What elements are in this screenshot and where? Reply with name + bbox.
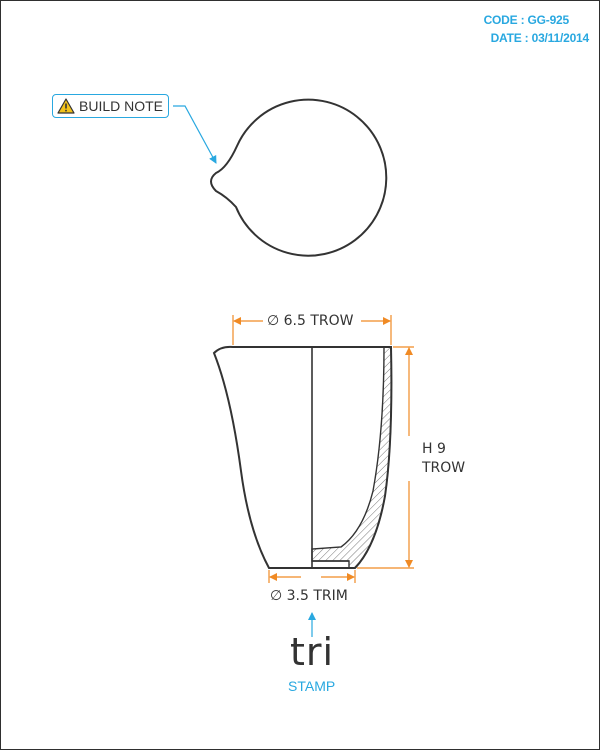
top-diameter-label: ∅ 6.5 TROW <box>263 312 358 330</box>
stamp-label: STAMP <box>288 678 336 694</box>
build-note-label: BUILD NOTE <box>79 98 164 114</box>
build-note-callout: BUILD NOTE <box>52 94 170 118</box>
height-label-line1: H 9 <box>422 441 446 457</box>
height-label-line2: TROW <box>422 460 466 476</box>
stamp-mark: tri <box>290 630 335 674</box>
warning-triangle-icon <box>57 98 75 114</box>
height-label: H 9 TROW <box>422 440 465 478</box>
callout-leader <box>173 105 217 164</box>
bottom-diameter-label: ∅ 3.5 TRIM <box>268 587 350 605</box>
drawing-code: CODE : GG-925 <box>483 13 570 27</box>
wall-section-hatch <box>311 346 393 569</box>
top-view-outline <box>210 98 388 257</box>
drawing-date: DATE : 03/11/2014 <box>490 31 590 45</box>
